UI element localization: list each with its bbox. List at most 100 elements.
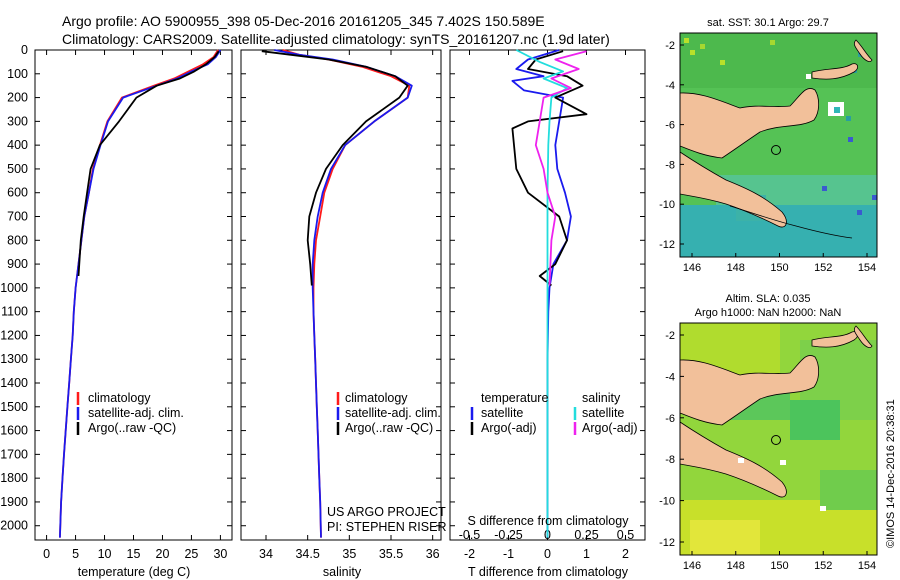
sla-gap	[780, 460, 786, 465]
sst-pixel-warm	[720, 60, 725, 65]
legend-label-satellite: satellite-adj. clim.	[88, 406, 184, 420]
x-tick-label-salinity: -0.25	[494, 528, 523, 542]
pressure-tick-label: 900	[7, 257, 28, 271]
temperature-legend: climatology satellite-adj. clim. Argo(..…	[76, 391, 184, 435]
difference-xlabel: T difference from climatology	[468, 565, 629, 579]
sst-pixel-warm	[700, 44, 705, 49]
pressure-tick-label: 1800	[0, 471, 28, 485]
lon-tick-label: 152	[814, 560, 832, 572]
legend-label-s-satellite: satellite	[582, 406, 624, 420]
temperature-panel-frame	[34, 49, 233, 541]
legend-label-climatology: climatology	[88, 391, 151, 405]
lat-tick-label: -10	[659, 496, 675, 508]
credit-project: US ARGO PROJECT	[327, 505, 446, 519]
sst-cloud-core	[834, 107, 840, 113]
lon-tick-label: 146	[683, 560, 701, 572]
pressure-axis: 0 100 200 300 400 500 600 700 800 900 1000 1100 1200…	[0, 43, 645, 533]
salinity-xlabel: salinity	[323, 565, 362, 579]
x-tick-label: 34	[259, 547, 273, 561]
lon-tick-label: 148	[727, 560, 745, 572]
pressure-tick-label: 1200	[0, 328, 28, 342]
sla-map-frame	[679, 322, 878, 556]
pressure-tick-label: 1900	[0, 495, 28, 509]
pressure-tick-label: 400	[7, 138, 28, 152]
salinity-legend: climatology satellite-adj. clim. Argo(..…	[336, 391, 441, 435]
lat-tick-label: -8	[665, 159, 675, 171]
new-ireland-land	[853, 39, 873, 62]
sla-map-title2: Argo h1000: NaN h2000: NaN	[695, 307, 842, 319]
pressure-tick-label: 1600	[0, 424, 28, 438]
x-tick-label: 35.5	[379, 547, 403, 561]
sla-gap	[820, 506, 826, 511]
x-tick-label-salinity: 0.25	[574, 528, 598, 542]
x-tick-label: 0	[544, 547, 551, 561]
pressure-tick-label: 100	[7, 67, 28, 81]
lon-tick-label: 152	[814, 262, 832, 274]
sla-field-low2	[790, 400, 840, 440]
temperature-xlabel: temperature (deg C)	[78, 565, 191, 579]
sst-map-frame	[679, 32, 878, 258]
sla-gap	[738, 458, 744, 463]
new-britain-land	[811, 63, 858, 80]
salinity-series	[261, 49, 413, 538]
lat-tick-label: -12	[659, 537, 675, 549]
x-tick-label: 15	[127, 547, 141, 561]
x-tick-label: 2	[622, 547, 629, 561]
papuan-peninsula-land	[679, 151, 787, 228]
series-satellite-adj-clim	[59, 49, 222, 538]
series-climatology	[59, 49, 219, 538]
lon-tick-label: 148	[727, 262, 745, 274]
pressure-tick-label: 500	[7, 162, 28, 176]
x-tick-label: 5	[72, 547, 79, 561]
series-temperature-satellite	[511, 49, 572, 538]
lat-tick-label: -2	[665, 40, 675, 52]
x-tick-label: -2	[464, 547, 475, 561]
papuan-peninsula-land	[679, 421, 787, 498]
new-ireland-land	[853, 325, 873, 348]
x-tick-label: 36	[426, 547, 440, 561]
x-tick-label: 10	[98, 547, 112, 561]
pressure-tick-label: 200	[7, 91, 28, 105]
series-salinity-satellite	[515, 49, 568, 538]
lat-tick-label: -10	[659, 199, 675, 211]
sst-pixel-cold	[848, 137, 853, 142]
temperature-series	[59, 49, 222, 538]
sla-map-axes: 146 148 150 152 154 -2 -4 -6 -8 -10 -12	[659, 330, 876, 572]
difference-x-axis: -2 -1 0 1 2-0.5 -0.25 0 0.25 0.5	[459, 50, 634, 561]
legend-head-temperature: temperature	[481, 391, 548, 405]
sst-map	[679, 32, 878, 258]
sst-pixel-warm	[690, 50, 695, 55]
pressure-tick-label: 600	[7, 186, 28, 200]
sst-field-north	[680, 33, 877, 88]
lat-tick-label: -6	[665, 120, 675, 132]
lat-tick-label: -2	[665, 330, 675, 342]
lon-tick-label: 150	[770, 262, 788, 274]
sst-pixel-cold	[857, 210, 862, 215]
x-tick-label: 1	[583, 547, 590, 561]
lat-tick-label: -8	[665, 454, 675, 466]
x-tick-label: 25	[184, 547, 198, 561]
series-satellite-adj-clim	[274, 49, 413, 538]
sst-pixel-cold	[872, 195, 877, 200]
sla-map	[679, 322, 878, 556]
lat-tick-label: -4	[665, 371, 675, 383]
pressure-tick-label: 300	[7, 114, 28, 128]
sla-map-title1: Altim. SLA: 0.035	[726, 293, 811, 305]
pressure-tick-label: 0	[21, 43, 28, 57]
legend-label-s-argo: Argo(-adj)	[582, 421, 638, 435]
reef-contour	[729, 205, 853, 239]
difference-series	[511, 49, 588, 538]
legend-head-salinity: salinity	[582, 391, 621, 405]
lon-tick-label: 154	[858, 262, 876, 274]
x-tick-label: 35	[342, 547, 356, 561]
sst-cloud-gap	[806, 74, 811, 79]
temperature-x-axis: 0 5 10 15 20 25 30	[43, 50, 227, 561]
lon-tick-label: 146	[683, 262, 701, 274]
argo-float-marker	[771, 435, 781, 445]
difference-legend: temperature salinity satellite Argo(-adj…	[470, 391, 638, 435]
sla-field-high3	[690, 520, 760, 555]
series-salinity-argo-adj	[534, 50, 587, 286]
x-tick-label: -1	[503, 547, 514, 561]
sst-map-title: sat. SST: 30.1 Argo: 29.7	[707, 17, 829, 29]
legend-label-argo: Argo(..raw -QC)	[88, 421, 176, 435]
